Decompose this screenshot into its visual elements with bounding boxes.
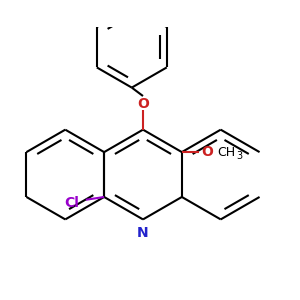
Text: 3: 3: [236, 151, 242, 160]
Text: Cl: Cl: [64, 196, 79, 210]
Text: O: O: [137, 98, 149, 111]
Text: O: O: [202, 145, 213, 159]
Text: N: N: [137, 226, 149, 240]
Text: CH: CH: [217, 146, 235, 159]
